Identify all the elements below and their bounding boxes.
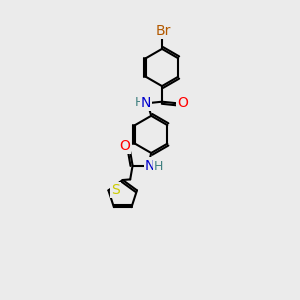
- Text: O: O: [119, 139, 130, 153]
- Text: N: N: [141, 96, 151, 110]
- Text: N: N: [145, 159, 155, 172]
- Text: S: S: [111, 183, 119, 197]
- Text: Br: Br: [156, 24, 171, 38]
- Text: H: H: [154, 160, 164, 173]
- Text: H: H: [134, 96, 144, 109]
- Text: O: O: [178, 96, 188, 110]
